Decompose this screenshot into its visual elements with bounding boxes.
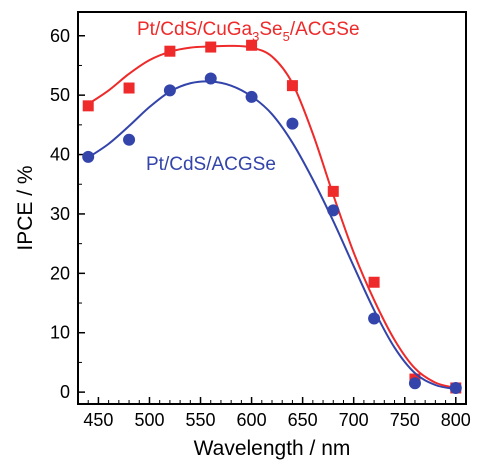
data-point-circle [368,312,381,325]
data-point-square [286,80,298,92]
series-label-red: Pt/CdS/CuGa3Se5/ACGSe [137,19,360,44]
series-fit-line [87,44,457,389]
series-1 [82,72,462,394]
y-tick-label: 30 [50,204,70,224]
x-axis-ticks: 450 500 550 600 650 700 750 800 [83,397,471,430]
y-tick-label: 50 [50,85,70,105]
x-tick-label: 800 [441,410,471,430]
y-tick-label: 0 [60,382,70,402]
x-tick-label: 550 [186,410,216,430]
data-point-square [123,82,135,94]
y-tick-label: 60 [50,26,70,46]
plot-frame [77,11,467,405]
data-point-circle [286,117,299,130]
y-axis-ticks: 0 10 20 30 40 50 60 [50,26,85,402]
x-tick-label: 750 [390,410,420,430]
data-point-square [205,41,217,53]
data-point-circle [449,381,462,394]
x-tick-label: 600 [237,410,267,430]
series-layer [82,39,462,394]
data-point-circle [204,72,217,85]
x-axis-title: Wavelength / nm [194,437,351,460]
data-point-circle [82,150,95,163]
y-tick-label: 10 [50,323,70,343]
x-tick-label: 500 [134,410,164,430]
data-point-circle [327,204,340,217]
series-0 [82,39,462,394]
data-point-square [368,276,380,288]
data-point-circle [408,377,421,390]
data-point-circle [163,84,176,97]
data-point-square [164,45,176,57]
x-tick-label: 450 [83,410,113,430]
data-point-circle [123,133,136,146]
series-label-blue: Pt/CdS/ACGSe [146,154,276,175]
y-tick-label: 40 [50,145,70,165]
data-point-square [327,185,339,197]
data-point-square [246,39,258,51]
y-tick-label: 20 [50,263,70,283]
data-point-square [82,100,94,112]
data-point-circle [245,90,258,103]
y-axis-title: IPCE / % [14,165,37,250]
x-tick-label: 700 [339,410,369,430]
x-tick-label: 650 [288,410,318,430]
series-fit-line [87,80,456,391]
